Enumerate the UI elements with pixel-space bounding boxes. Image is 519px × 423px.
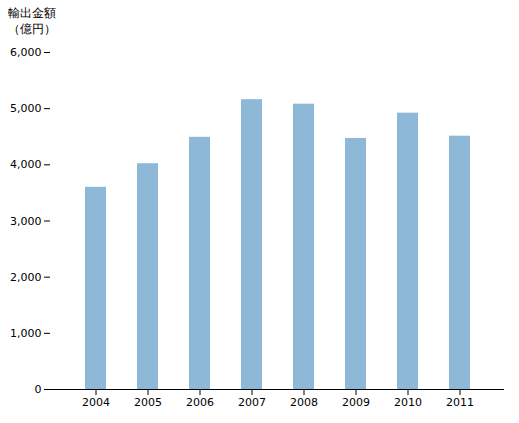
svg-text:2007: 2007 [238,396,266,409]
svg-text:6,000: 6,000 [10,46,42,59]
html-text:輸出金額 （億円）: 輸出金額 （億円） [8,6,56,36]
svg-text:2008: 2008 [290,396,318,409]
svg-text:0: 0 [35,383,42,396]
svg-text:3,000: 3,000 [10,215,42,228]
svg-text:5,000: 5,000 [10,102,42,115]
svg-text:4,000: 4,000 [10,158,42,171]
svg-text:2,000: 2,000 [10,271,42,284]
svg-text:1,000: 1,000 [10,327,42,340]
svg-text:2010: 2010 [394,396,422,409]
svg-text:2011: 2011 [446,396,474,409]
svg-text:2005: 2005 [134,396,162,409]
svg-text:2009: 2009 [342,396,370,409]
svg-text:2004: 2004 [82,396,110,409]
svg-text:2006: 2006 [186,396,214,409]
